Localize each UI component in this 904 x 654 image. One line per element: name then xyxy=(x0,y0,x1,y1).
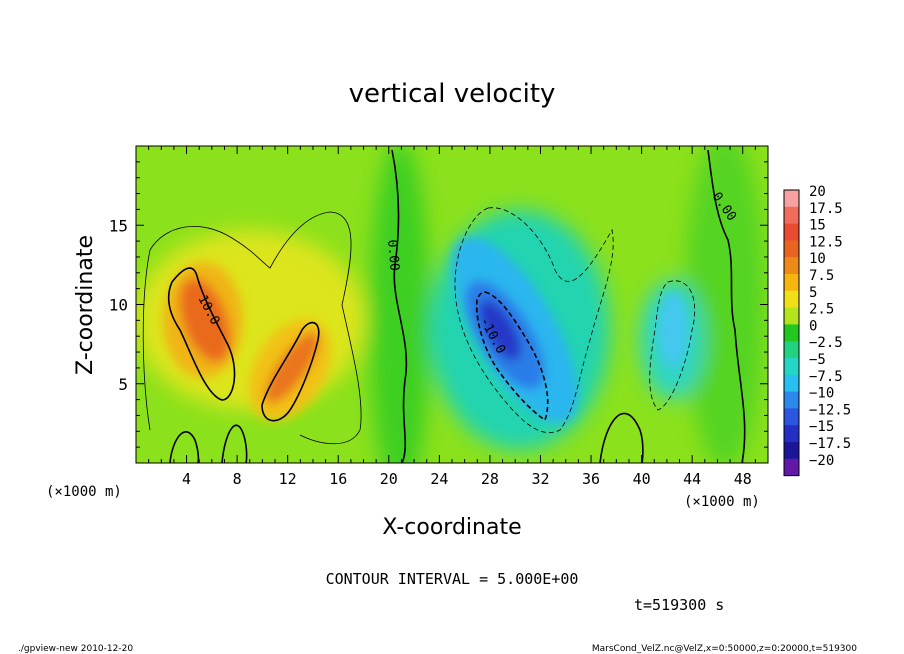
x-tick-label: 40 xyxy=(633,470,651,488)
colorbar-label: −7.5 xyxy=(809,369,843,385)
contour-line-pos-10-right xyxy=(261,321,320,422)
colorbar-label: 5 xyxy=(809,285,817,301)
y-tick-label: 15 xyxy=(109,216,128,235)
y-tick-label: 10 xyxy=(109,296,128,315)
colorbar-swatch xyxy=(784,341,799,359)
contour-line-neg-5-secondary xyxy=(649,280,696,411)
colorbar-swatch xyxy=(784,408,799,426)
contour-line-neg-5 xyxy=(454,207,614,433)
colorbar-label: −5 xyxy=(809,352,826,368)
colorbar-swatch xyxy=(784,458,799,477)
colorbar-swatch xyxy=(784,240,799,258)
colorbar-label: 15 xyxy=(809,218,826,234)
x-tick-label: 32 xyxy=(531,470,549,488)
contour-line-pos-5 xyxy=(142,211,362,445)
colorbar-swatch xyxy=(784,290,799,309)
x-tick-label: 28 xyxy=(481,470,499,488)
downdraft-secondary xyxy=(658,292,688,368)
updraft-core-right xyxy=(265,332,319,404)
colorbar-swatch xyxy=(784,425,799,443)
colorbar-swatch xyxy=(784,374,799,393)
colorbar-label: −10 xyxy=(809,386,834,402)
contour-line-zero-right xyxy=(707,149,746,463)
y-axis-ticks: 5 10 15 xyxy=(109,161,768,448)
x-tick-label: 44 xyxy=(683,470,701,488)
x-axis-title: X-coordinate xyxy=(382,515,521,540)
x-axis-unit: (×1000 m) xyxy=(684,494,760,510)
colorbar-swatch xyxy=(784,274,799,292)
colorbar-label: 12.5 xyxy=(809,234,843,250)
y-axis-title: Z-coordinate xyxy=(73,235,98,375)
contour-line-near-surface xyxy=(169,412,644,463)
contour-interval: CONTOUR INTERVAL = 5.000E+00 xyxy=(326,570,579,588)
colorbar-label: −2.5 xyxy=(809,335,843,351)
x-tick-label: 4 xyxy=(182,470,191,488)
colorbar: 2017.51512.5107.552.50−2.5−5−7.5−10−12.5… xyxy=(783,184,851,477)
x-tick-label: 12 xyxy=(279,470,297,488)
x-tick-label: 16 xyxy=(329,470,347,488)
y-axis-unit: (×1000 m) xyxy=(46,484,122,500)
colorbar-label: 0 xyxy=(809,318,817,334)
colorbar-swatch xyxy=(784,358,799,376)
colorbar-frame xyxy=(783,189,800,477)
colorbar-label: −20 xyxy=(809,453,834,469)
colorbar-swatch xyxy=(784,223,799,241)
footer-left: ./gpview-new 2010-12-20 xyxy=(18,644,133,654)
updraft-core-left xyxy=(179,277,231,363)
colorbar-swatch xyxy=(784,190,799,208)
colorbar-swatch xyxy=(784,442,799,460)
colorbar-swatch xyxy=(784,324,799,342)
contour-line-zero-left xyxy=(391,149,408,463)
downdraft-core xyxy=(479,299,521,361)
colorbar-swatch xyxy=(784,307,799,325)
contour-lines xyxy=(142,149,746,463)
colorbar-label: −12.5 xyxy=(809,402,851,418)
time-label: t=519300 s xyxy=(634,596,724,614)
contour-line-pos-10-left xyxy=(168,267,236,401)
colorbar-label: 17.5 xyxy=(809,201,843,217)
contour-line-neg-10 xyxy=(475,291,549,422)
footer-right: MarsCond_VelZ.nc@VelZ,x=0:50000,z=0:2000… xyxy=(592,644,857,654)
x-tick-label: 24 xyxy=(430,470,448,488)
colorbar-label: 2.5 xyxy=(809,302,834,318)
field-zero-band-right xyxy=(685,146,765,463)
colorbar-swatch xyxy=(784,257,799,275)
colorbar-label: −15 xyxy=(809,419,834,435)
colorbar-label: 20 xyxy=(809,184,826,200)
colorbar-label: 7.5 xyxy=(809,268,834,284)
velocity-field: 10.0 -10.0 0.00 0.00 xyxy=(136,146,768,463)
colorbar-label: −17.5 xyxy=(809,436,851,452)
x-tick-label: 48 xyxy=(734,470,752,488)
x-tick-label: 20 xyxy=(380,470,398,488)
x-tick-label: 36 xyxy=(582,470,600,488)
y-tick-label: 5 xyxy=(118,375,128,394)
x-axis-ticks: 4 8 12 16 20 24 28 32 36 40 44 48 xyxy=(148,146,756,488)
contour-label-zero-left: 0.00 xyxy=(384,239,402,272)
chart-title: vertical velocity xyxy=(349,79,556,109)
colorbar-swatch xyxy=(784,206,799,225)
field-zero-band-left xyxy=(370,146,430,463)
x-tick-label: 8 xyxy=(233,470,242,488)
colorbar-label: 10 xyxy=(809,251,826,267)
colorbar-swatch xyxy=(784,391,799,409)
